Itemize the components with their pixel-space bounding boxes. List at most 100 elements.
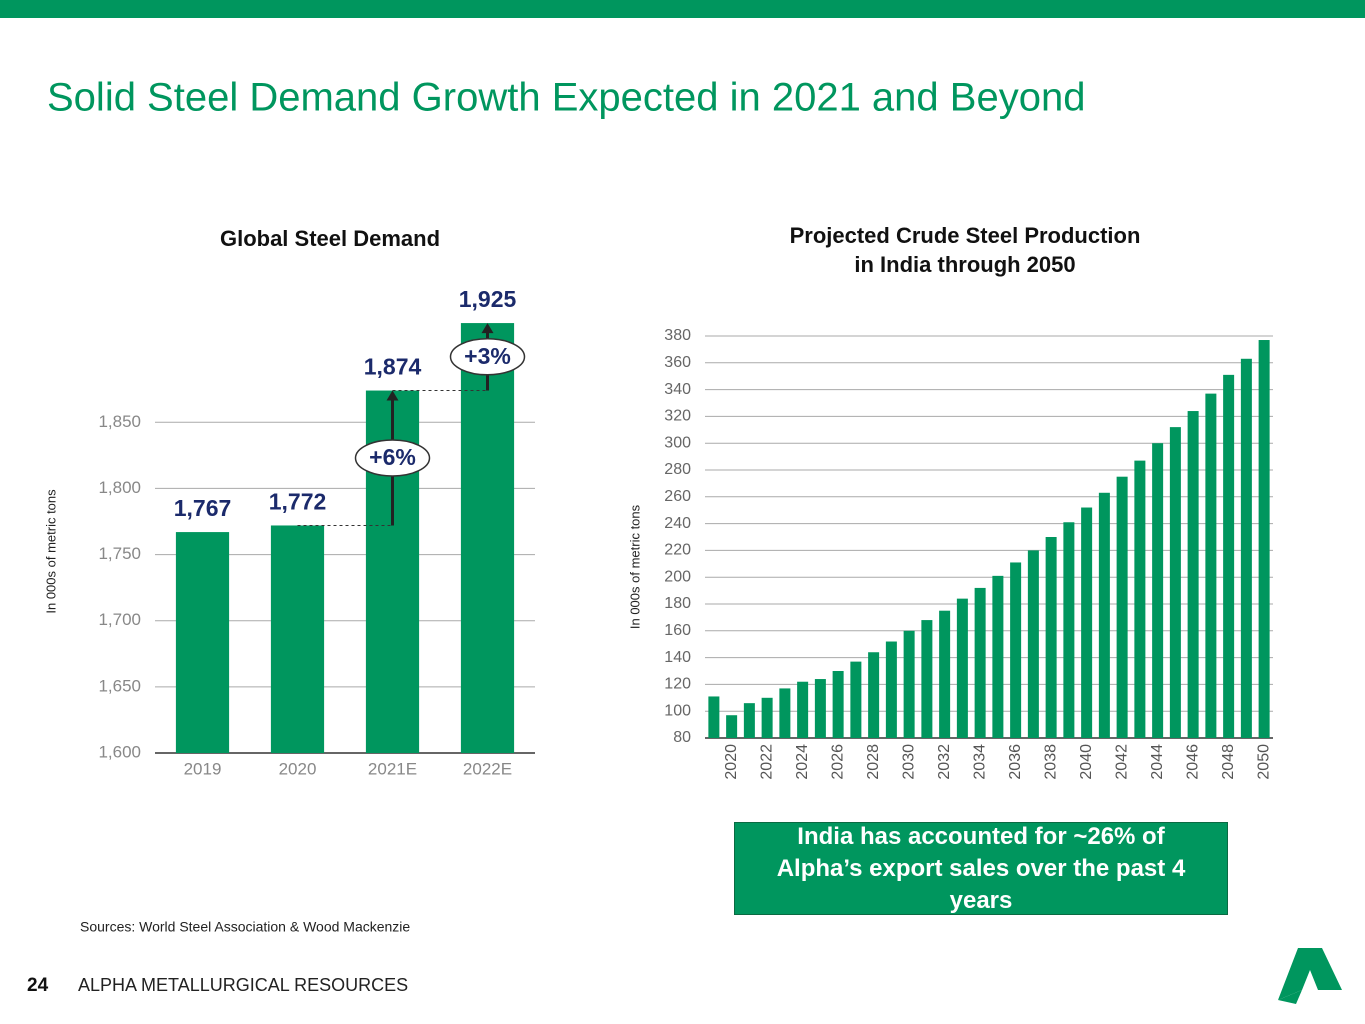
y-tick-label: 340: [664, 381, 691, 398]
x-tick-label: 2038: [1042, 744, 1059, 780]
x-tick-label: 2022: [758, 744, 775, 780]
bar: [1152, 443, 1164, 738]
bar: [1027, 550, 1039, 738]
y-tick-label: 380: [664, 327, 691, 344]
y-tick-label: 1,750: [98, 544, 141, 563]
bar: [797, 681, 809, 738]
y-tick-label: 120: [664, 676, 691, 693]
x-tick-label: 2050: [1255, 744, 1272, 780]
chart-title: Projected Crude Steel Production in India…: [790, 223, 1141, 277]
bar: [868, 652, 880, 738]
y-tick-label: 1,850: [98, 412, 141, 431]
y-tick-label: 200: [664, 568, 691, 585]
x-tick-label: 2028: [865, 744, 882, 780]
bar: [1240, 358, 1252, 738]
y-tick-label: 80: [673, 729, 691, 746]
annotation: +3%: [464, 343, 511, 369]
value-label: 1,874: [364, 354, 422, 380]
annotation: +6%: [369, 444, 416, 470]
bar: [992, 575, 1004, 738]
y-tick-label: 220: [664, 542, 691, 559]
bar: [1045, 537, 1057, 738]
chart-title: Global Steel Demand: [220, 226, 440, 251]
y-tick-label: 320: [664, 408, 691, 425]
y-tick-label: 180: [664, 595, 691, 612]
bar: [1205, 393, 1217, 738]
bar: [1187, 411, 1199, 738]
bar: [956, 598, 968, 738]
x-tick-label: 2046: [1184, 744, 1201, 780]
bar: [814, 679, 826, 738]
y-tick-label: 140: [664, 649, 691, 666]
y-tick-label: 360: [664, 354, 691, 371]
x-tick-label: 2020: [723, 744, 740, 780]
bar: [921, 620, 933, 738]
bar: [708, 696, 720, 738]
y-tick-label: 240: [664, 515, 691, 532]
bar: [460, 323, 515, 753]
arrow-head: [386, 390, 399, 401]
company-name: ALPHA METALLURGICAL RESOURCES: [78, 975, 408, 995]
bar: [939, 610, 951, 738]
sources: Sources: World Steel Association & Wood …: [80, 919, 410, 935]
y-tick-label: 1,600: [98, 742, 141, 761]
logo: [1278, 948, 1342, 1004]
x-tick-label: 2019: [184, 759, 222, 778]
x-tick-label: 2042: [1113, 744, 1130, 780]
bar: [832, 671, 844, 738]
bar: [175, 532, 230, 753]
bar: [1081, 507, 1093, 738]
y-tick-label: 1,650: [98, 676, 141, 695]
y-axis-label: In 000s of metric tons: [43, 489, 58, 614]
callout: India has accounted for ~26% of Alpha’s …: [734, 822, 1228, 915]
bar: [1098, 492, 1110, 738]
bar: [903, 630, 915, 738]
bar: [270, 525, 325, 753]
y-axis-label: In 000s of metric tons: [627, 504, 642, 629]
x-tick-label: 2044: [1149, 744, 1166, 780]
y-tick-label: 160: [664, 622, 691, 639]
bar: [779, 688, 791, 738]
x-tick-label: 2026: [829, 744, 846, 780]
x-tick-label: 2022E: [463, 759, 512, 778]
annotation-bubble: [354, 439, 431, 477]
bar: [761, 697, 773, 738]
page-number: 24: [27, 975, 49, 996]
bar: [1134, 460, 1146, 738]
bar: [1063, 522, 1075, 738]
bar: [885, 641, 897, 738]
y-tick-label: 280: [664, 461, 691, 478]
x-tick-label: 2030: [900, 744, 917, 780]
top-bar: [0, 0, 1365, 18]
y-tick-label: 260: [664, 488, 691, 505]
slide-title: Solid Steel Demand Growth Expected in 20…: [47, 76, 1085, 120]
bar: [1010, 562, 1022, 738]
x-tick-label: 2020: [279, 759, 317, 778]
x-tick-label: 2024: [794, 744, 811, 780]
x-tick-label: 2032: [936, 744, 953, 780]
bar: [1258, 340, 1270, 738]
y-tick-label: 300: [664, 434, 691, 451]
bar: [726, 715, 738, 738]
bar: [850, 661, 862, 738]
bar: [1116, 476, 1128, 738]
value-label: 1,772: [269, 489, 327, 515]
x-tick-label: 2021E: [368, 759, 417, 778]
value-label: 1,767: [174, 495, 232, 521]
bar: [1223, 374, 1235, 738]
y-tick-label: 1,800: [98, 478, 141, 497]
y-tick-label: 100: [664, 702, 691, 719]
value-label: 1,925: [459, 286, 517, 312]
x-tick-label: 2036: [1007, 744, 1024, 780]
bar: [743, 703, 755, 738]
bar: [1169, 427, 1181, 738]
x-tick-label: 2040: [1078, 744, 1095, 780]
x-tick-label: 2048: [1220, 744, 1237, 780]
arrow-head: [481, 323, 494, 334]
x-tick-label: 2034: [971, 744, 988, 780]
annotation-bubble: [449, 338, 526, 376]
y-tick-label: 1,700: [98, 610, 141, 629]
bar: [974, 587, 986, 738]
